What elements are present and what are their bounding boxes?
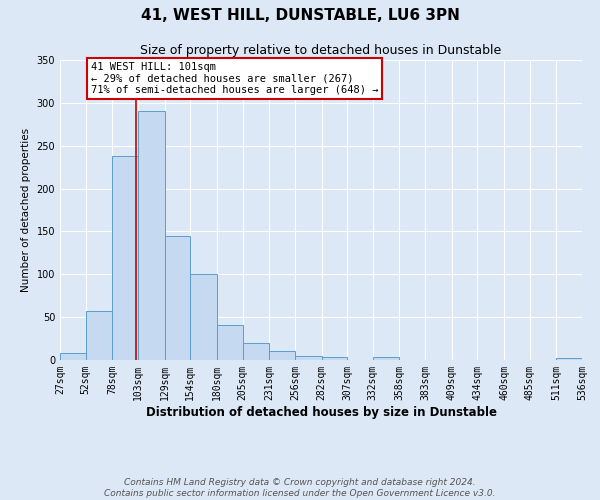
Bar (112, 156, 138, 360)
Bar (60, 353, 86, 360)
Bar (322, 356, 347, 360)
Bar (556, 358, 582, 360)
Bar (295, 356, 322, 360)
Y-axis label: Number of detached properties: Number of detached properties (21, 128, 31, 292)
Bar (164, 236, 190, 360)
Title: Size of property relative to detached houses in Dunstable: Size of property relative to detached ho… (140, 44, 502, 58)
Bar (190, 274, 217, 360)
X-axis label: Distribution of detached houses by size in Dunstable: Distribution of detached houses by size … (146, 406, 497, 418)
Text: 41 WEST HILL: 101sqm
← 29% of detached houses are smaller (267)
71% of semi-deta: 41 WEST HILL: 101sqm ← 29% of detached h… (91, 62, 378, 95)
Text: Contains HM Land Registry data © Crown copyright and database right 2024.
Contai: Contains HM Land Registry data © Crown c… (104, 478, 496, 498)
Bar (86, 311, 112, 360)
Bar (242, 343, 269, 360)
Bar (373, 358, 400, 360)
Bar (217, 325, 242, 360)
Text: 41, WEST HILL, DUNSTABLE, LU6 3PN: 41, WEST HILL, DUNSTABLE, LU6 3PN (140, 8, 460, 22)
Bar (138, 112, 164, 360)
Bar (269, 350, 295, 360)
